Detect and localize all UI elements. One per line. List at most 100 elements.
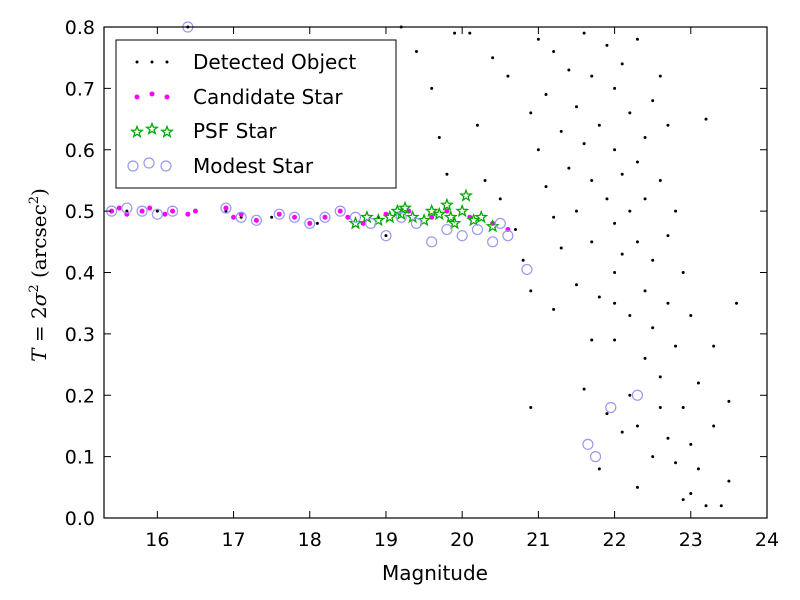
point-series0-94 [689, 313, 693, 317]
point-series1-12 [253, 217, 259, 223]
point-series0-75 [643, 135, 647, 139]
point-series3-15 [365, 217, 377, 229]
point-series0-96 [689, 491, 693, 495]
point-series0-59 [613, 86, 617, 90]
point-series1-8 [192, 208, 198, 214]
point-series0-28 [521, 258, 525, 262]
point-series3-24 [494, 217, 506, 229]
point-series0-66 [628, 209, 632, 213]
point-series0-82 [658, 178, 662, 182]
point-series3-18 [410, 217, 423, 229]
point-series0-110 [658, 406, 662, 410]
point-series0-71 [635, 240, 639, 244]
point-series0-109 [635, 424, 639, 428]
point-series0-63 [620, 62, 624, 66]
point-series0-69 [628, 393, 632, 397]
y-label-sigma: σ [27, 291, 51, 306]
x-tick-label-8: 24 [755, 529, 779, 551]
point-series0-46 [582, 142, 586, 146]
y-axis-label: T = 2σ2 (arcsec2) [27, 188, 51, 362]
point-series3-4 [166, 205, 179, 217]
point-series1-0 [109, 208, 115, 214]
point-series2-18 [485, 219, 500, 233]
point-series0-31 [529, 406, 533, 410]
point-series1-15 [307, 220, 313, 226]
legend-label-modest: Modest Star [193, 154, 314, 178]
point-series0-40 [567, 166, 571, 170]
point-series3-23 [487, 236, 499, 248]
point-series0-105 [727, 479, 731, 483]
point-series3-2 [136, 205, 148, 217]
point-series0-100 [712, 344, 716, 348]
point-series1-3 [139, 208, 145, 214]
point-series0-47 [582, 387, 586, 391]
point-series0-104 [735, 301, 739, 305]
point-series0-65 [620, 430, 624, 434]
point-series0-70 [635, 160, 639, 164]
point-series0-38 [559, 129, 563, 133]
y-label-lhs: T [27, 347, 51, 362]
point-series3-20 [441, 223, 453, 236]
point-series0-43 [574, 283, 578, 287]
y-label-unit-close: ) [27, 188, 51, 196]
point-series0-57 [613, 271, 617, 274]
point-series0-95 [689, 442, 693, 446]
point-series0-42 [574, 209, 578, 213]
point-series3-6 [220, 202, 232, 214]
legend-box [115, 39, 397, 189]
point-series0-79 [651, 258, 655, 262]
point-series3-19 [426, 236, 438, 248]
point-series0-68 [628, 313, 632, 317]
x-tick-label-7: 23 [679, 529, 703, 551]
legend-entry-modest: Modest Star [127, 154, 314, 178]
point-series0-58 [613, 148, 617, 152]
point-series0-73 [635, 485, 639, 489]
x-tick-label-4: 20 [450, 529, 474, 551]
point-series3-30 [631, 389, 644, 401]
legend-label-psf: PSF Star [193, 119, 277, 143]
y-tick-label-4: 0.4 [65, 263, 95, 285]
point-series0-108 [613, 301, 617, 305]
point-series0-85 [666, 234, 670, 238]
x-tick-label-3: 19 [374, 529, 398, 551]
point-series0-86 [666, 123, 670, 127]
y-tick-label-3: 0.3 [65, 324, 95, 346]
point-series0-61 [613, 338, 617, 342]
point-series0-24 [491, 56, 495, 60]
x-tick-label-5: 21 [526, 529, 550, 551]
point-series1-6 [170, 208, 176, 214]
axis-ticks [104, 26, 768, 519]
point-series0-60 [613, 221, 617, 225]
x-axis-label: Magnitude [382, 561, 488, 585]
y-tick-labels: 0.0 0.1 0.2 0.3 0.4 0.5 0.6 0.7 0.8 [65, 17, 95, 530]
legend-entry-candidate: Candidate Star [134, 85, 343, 109]
point-series0-49 [590, 178, 594, 182]
point-series0-88 [666, 436, 670, 440]
point-series0-98 [704, 117, 708, 121]
point-series3-26 [521, 263, 533, 276]
y-tick-label-2: 0.2 [65, 385, 95, 407]
point-series0-36 [552, 215, 556, 219]
point-series3-8 [250, 214, 263, 226]
point-series0-25 [498, 197, 502, 201]
legend-psf-star-2 [159, 124, 175, 138]
point-series3-21 [456, 230, 468, 242]
point-series0-80 [651, 455, 655, 459]
point-series2-9 [424, 203, 439, 218]
x-tick-labels: 16 17 18 19 20 21 22 23 24 [145, 529, 779, 551]
point-series3-1 [121, 202, 133, 214]
point-series0-107 [590, 338, 594, 342]
point-series3-11 [304, 217, 316, 229]
point-series3-10 [288, 211, 301, 223]
point-series0-87 [666, 301, 670, 305]
point-series0-41 [567, 68, 571, 72]
point-series0-23 [483, 178, 487, 182]
point-series1-4 [147, 205, 153, 211]
point-series2-12 [443, 209, 458, 224]
y-label-sup1: 2 [27, 284, 42, 292]
point-series0-22 [475, 123, 479, 127]
point-series3-25 [502, 230, 514, 242]
point-series0-106 [552, 307, 556, 311]
point-series0-67 [628, 111, 632, 115]
